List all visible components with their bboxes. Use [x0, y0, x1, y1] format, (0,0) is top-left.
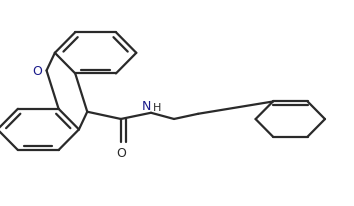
- Text: O: O: [116, 146, 126, 159]
- Text: N: N: [142, 99, 151, 112]
- Text: H: H: [153, 102, 161, 112]
- Text: O: O: [33, 65, 42, 78]
